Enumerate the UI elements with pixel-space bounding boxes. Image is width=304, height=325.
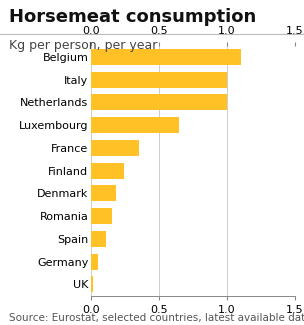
Bar [91, 49, 240, 65]
Bar [91, 140, 139, 156]
Bar [91, 117, 179, 133]
Bar [91, 185, 116, 201]
Bar [91, 94, 227, 110]
Bar [91, 208, 112, 224]
Bar [91, 72, 227, 88]
Text: Kg per person, per year: Kg per person, per year [9, 39, 157, 52]
Bar [91, 276, 92, 292]
Text: Horsemeat consumption: Horsemeat consumption [9, 8, 256, 26]
Text: Source: Eurostat, selected countries, latest available data: Source: Eurostat, selected countries, la… [9, 313, 304, 323]
Bar [91, 163, 124, 179]
Bar [91, 254, 98, 269]
Bar [91, 231, 106, 247]
